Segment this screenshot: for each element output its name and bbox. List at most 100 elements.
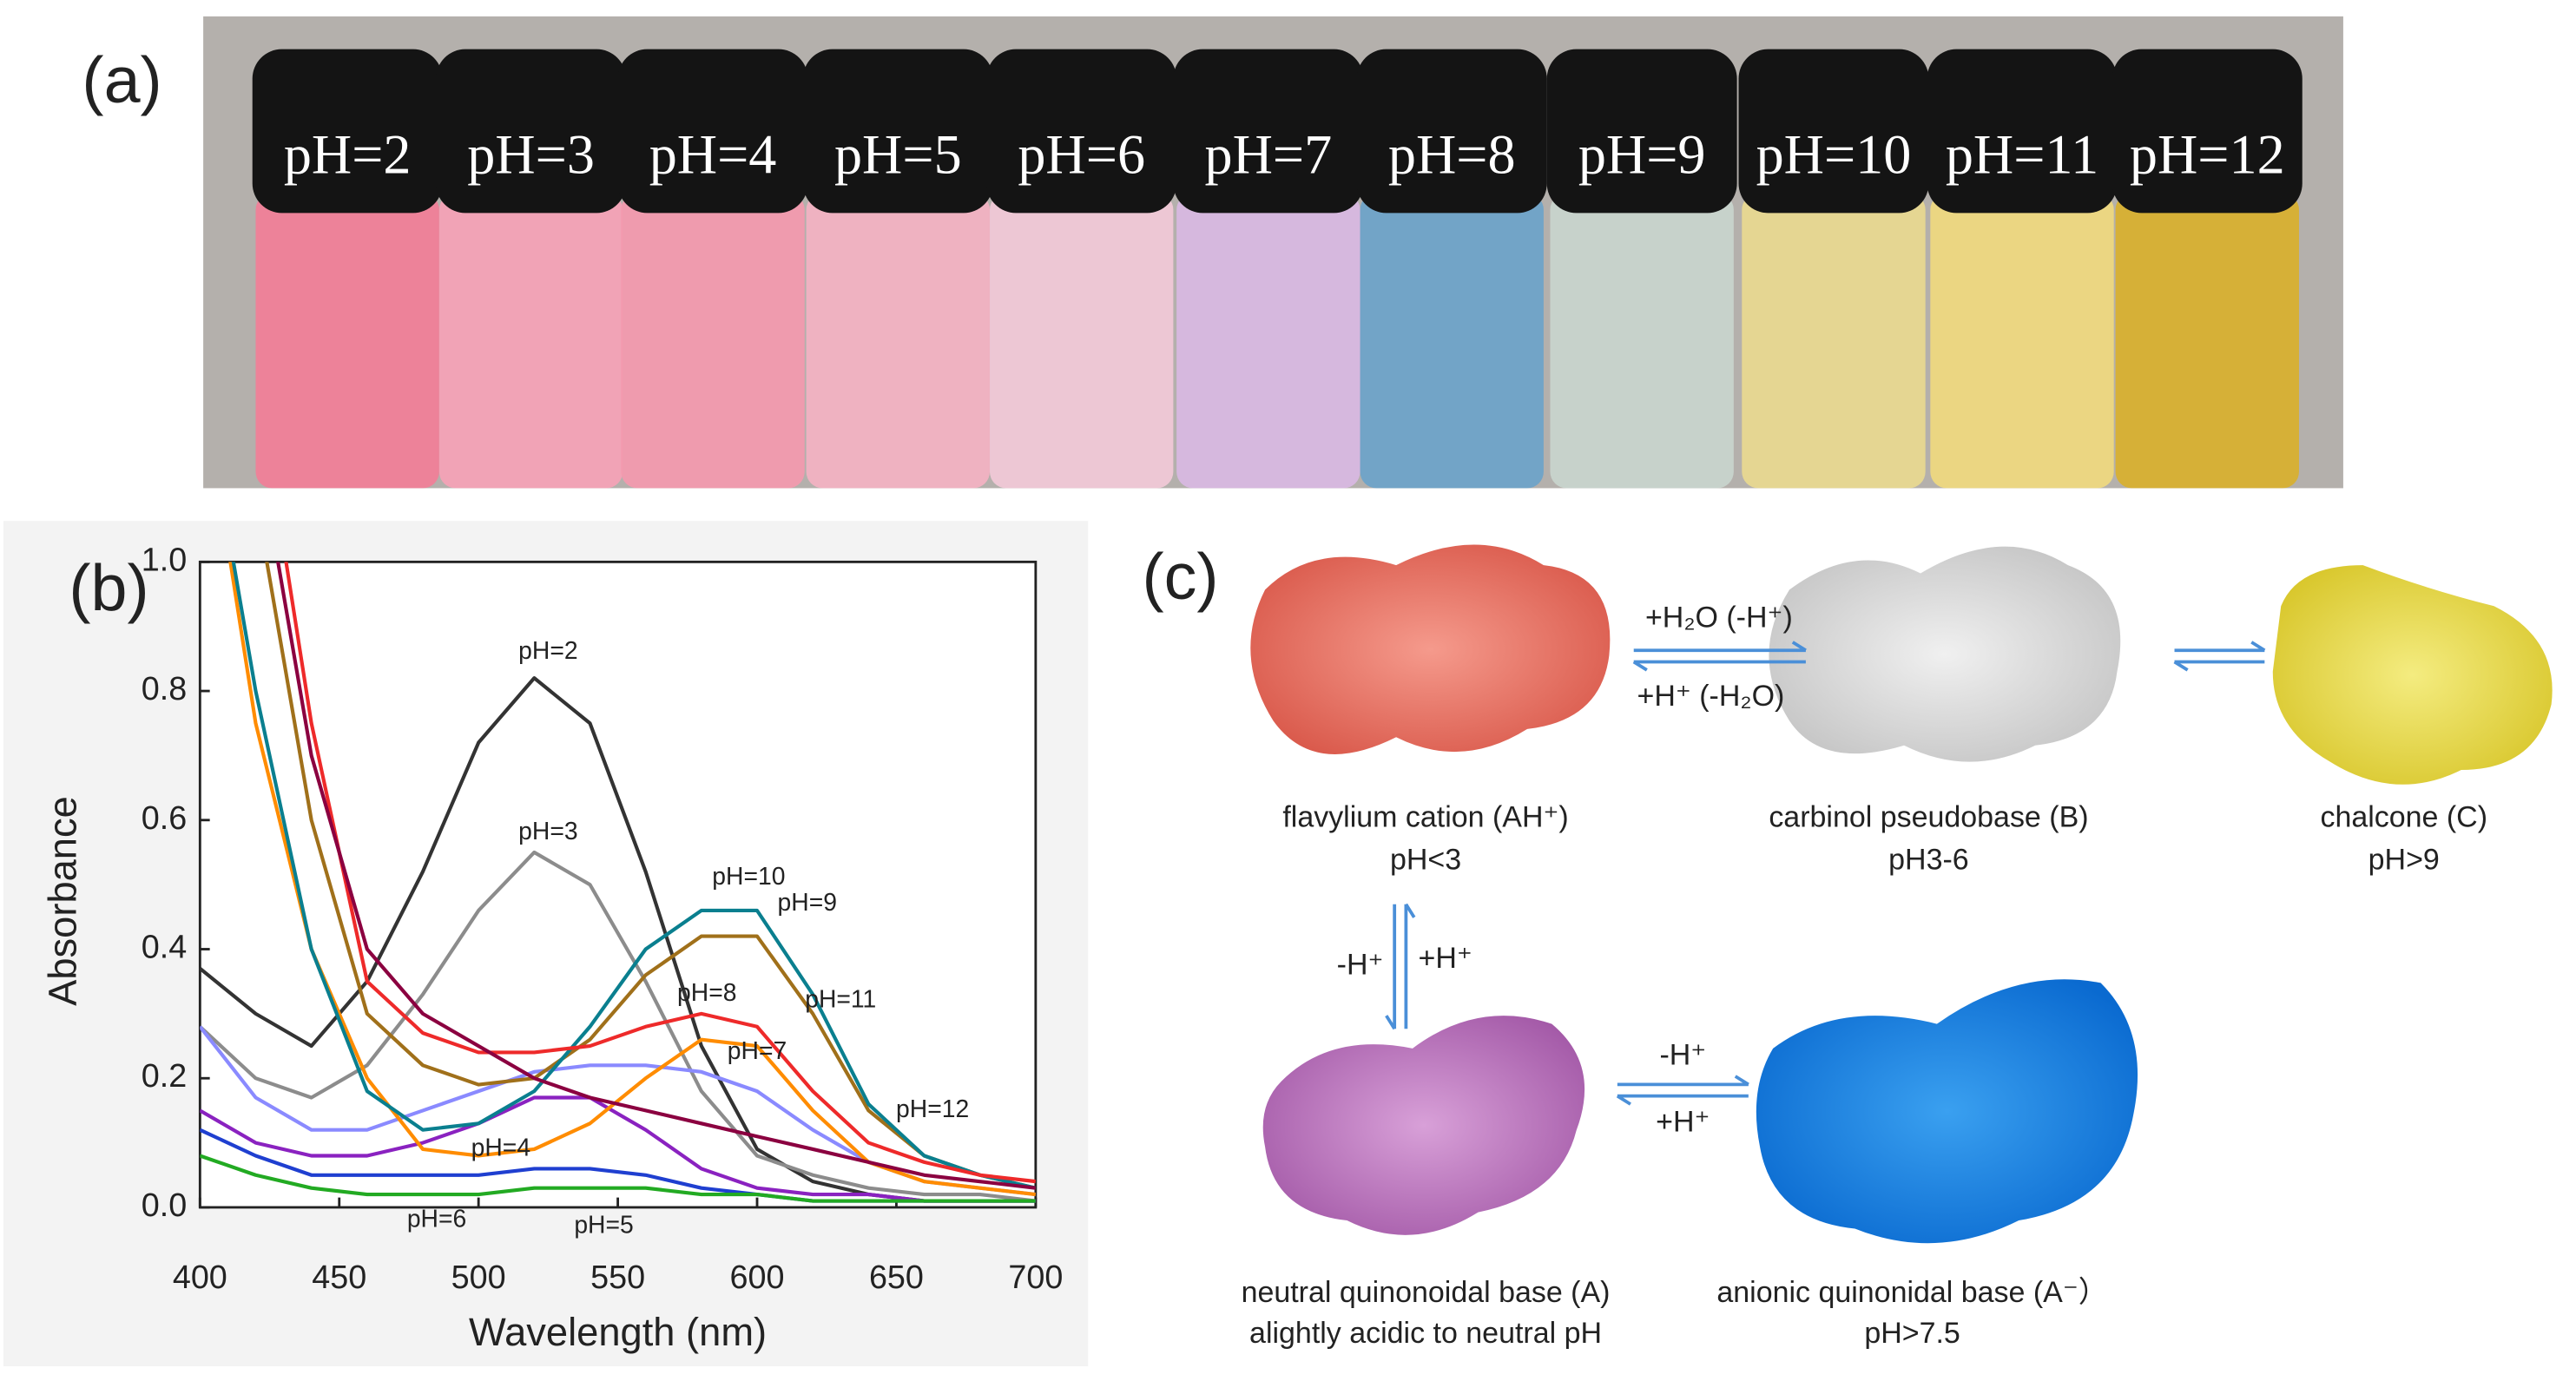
vial-cap: [252, 49, 443, 214]
curve-label: pH=6: [407, 1204, 466, 1232]
vial-cap: [986, 49, 1177, 214]
series-line: [200, 1154, 1036, 1203]
y-tick-label: 0.6: [142, 799, 187, 836]
curve-label: pH=12: [896, 1095, 969, 1122]
vial-body: [438, 193, 623, 489]
series-line: [228, 562, 1036, 1197]
vial-body: [621, 193, 805, 489]
node-ph: pH>9: [2368, 844, 2440, 877]
line-chart: 0.0 0.2 0.4 0.6 0.8 1.0 400 450 500 550 600 650 700 p…: [142, 541, 1064, 1295]
arrow-head: [2250, 641, 2266, 652]
vial-cap: [1356, 49, 1547, 214]
series-line: [265, 562, 1036, 1190]
node-name: carbinol pseudobase (B): [1769, 801, 2088, 834]
vial-body: [1930, 193, 2114, 489]
reaction-label: +H⁺: [1656, 1106, 1710, 1139]
curve-label: pH=3: [518, 817, 577, 845]
x-tick-label: 600: [730, 1259, 785, 1295]
x-tick-label: 450: [312, 1259, 366, 1295]
series-line: [200, 850, 1036, 1203]
vial-body: [1742, 193, 1926, 489]
panel-label: (b): [69, 551, 148, 624]
vial-label: pH=3: [467, 124, 595, 186]
curves: [200, 562, 1036, 1203]
panel-label: (c): [1143, 540, 1219, 613]
panel-label: (a): [82, 43, 161, 116]
vial-label: pH=8: [1388, 124, 1516, 186]
vial-body: [1550, 193, 1734, 489]
vial-label: pH=12: [2130, 124, 2285, 186]
vial-body: [255, 193, 439, 489]
molecule-surface: [1769, 546, 2121, 762]
vial-cap: [617, 49, 808, 214]
vial-label: pH=7: [1205, 124, 1333, 186]
y-tick-label: 0.0: [142, 1187, 187, 1223]
curve-label: pH=10: [712, 862, 785, 890]
vial-cap: [1546, 49, 1737, 214]
vial-cap: [2112, 49, 2303, 214]
vial-body: [990, 193, 1174, 489]
y-tick-label: 0.4: [142, 928, 187, 964]
curve-label: pH=7: [728, 1036, 787, 1064]
y-tick-label: 1.0: [142, 541, 187, 577]
x-axis-label: Wavelength (nm): [469, 1310, 767, 1354]
node-name: chalcone (C): [2320, 801, 2487, 834]
series-line: [231, 562, 1036, 1190]
reaction-arrows: [1385, 641, 2266, 1106]
molecule-surface: [1250, 544, 1611, 754]
arrow-head: [1734, 1075, 1749, 1086]
vial-cap: [1927, 49, 2118, 214]
curve-label: pH=2: [518, 636, 577, 664]
node-name: anionic quinonidal base (A⁻）: [1716, 1276, 2107, 1309]
vial-label: pH=4: [649, 124, 777, 186]
curve-label: pH=11: [805, 984, 876, 1012]
reaction-label: +H⁺: [1419, 942, 1472, 975]
node-ph: pH<3: [1390, 844, 1461, 877]
vial-body: [1176, 193, 1360, 489]
vial-label: pH=11: [1946, 124, 2098, 186]
node-name: flavylium cation (AH⁺): [1282, 801, 1568, 834]
arrow-head: [1616, 1095, 1631, 1106]
vial-label: pH=10: [1756, 124, 1912, 186]
vial-body: [806, 193, 991, 489]
y-tick-label: 0.8: [142, 670, 187, 707]
node-ph: alightly acidic to neutral pH: [1249, 1317, 1602, 1350]
x-tick-label: 400: [173, 1259, 227, 1295]
x-tick-label: 650: [869, 1259, 924, 1295]
reaction-label: +H₂O (-H⁺): [1645, 601, 1793, 634]
vial-label: pH=9: [1578, 124, 1706, 186]
node-ph: pH>7.5: [1864, 1317, 1960, 1350]
vial-cap: [436, 49, 627, 214]
vials: pH=2 pH=3 pH=4 pH=5 pH=6 pH=7 pH=8 pH=9 pH=10 pH=…: [252, 49, 2303, 489]
curve-label: pH=4: [471, 1133, 530, 1161]
reaction-label: -H⁺: [1337, 948, 1384, 981]
series-line: [200, 1095, 1036, 1203]
curve-label: pH=8: [677, 978, 736, 1006]
arrow-head: [1791, 641, 1807, 652]
curve-label: pH=5: [574, 1211, 633, 1239]
arrow-head: [2173, 660, 2189, 672]
molecule-surface: [1262, 1016, 1585, 1235]
vial-cap: [802, 49, 993, 214]
y-tick-label: 0.2: [142, 1057, 187, 1094]
x-tick-label: 700: [1008, 1259, 1063, 1295]
vial-label: pH=6: [1018, 124, 1145, 186]
vial-label: pH=2: [284, 124, 412, 186]
y-axis-label: Absorbance: [41, 796, 85, 1006]
vial-body: [2115, 193, 2299, 489]
reaction-label: -H⁺: [1659, 1038, 1706, 1071]
vial-cap: [1173, 49, 1364, 214]
arrow-head: [1404, 903, 1416, 918]
molecule-surface: [1756, 979, 2138, 1244]
arrow-head: [1632, 660, 1648, 672]
vial-cap: [1738, 49, 1929, 214]
node-ph: pH3-6: [1888, 844, 1969, 877]
arrow-head: [1385, 1015, 1396, 1030]
vial-body: [1360, 193, 1544, 489]
curve-label: pH=9: [778, 888, 837, 916]
molecule-surface: [2272, 565, 2553, 785]
series-line: [276, 562, 1036, 1190]
node-name: neutral quinonoidal base (A): [1242, 1276, 1611, 1309]
reaction-label: +H⁺ (-H₂O): [1637, 680, 1785, 713]
